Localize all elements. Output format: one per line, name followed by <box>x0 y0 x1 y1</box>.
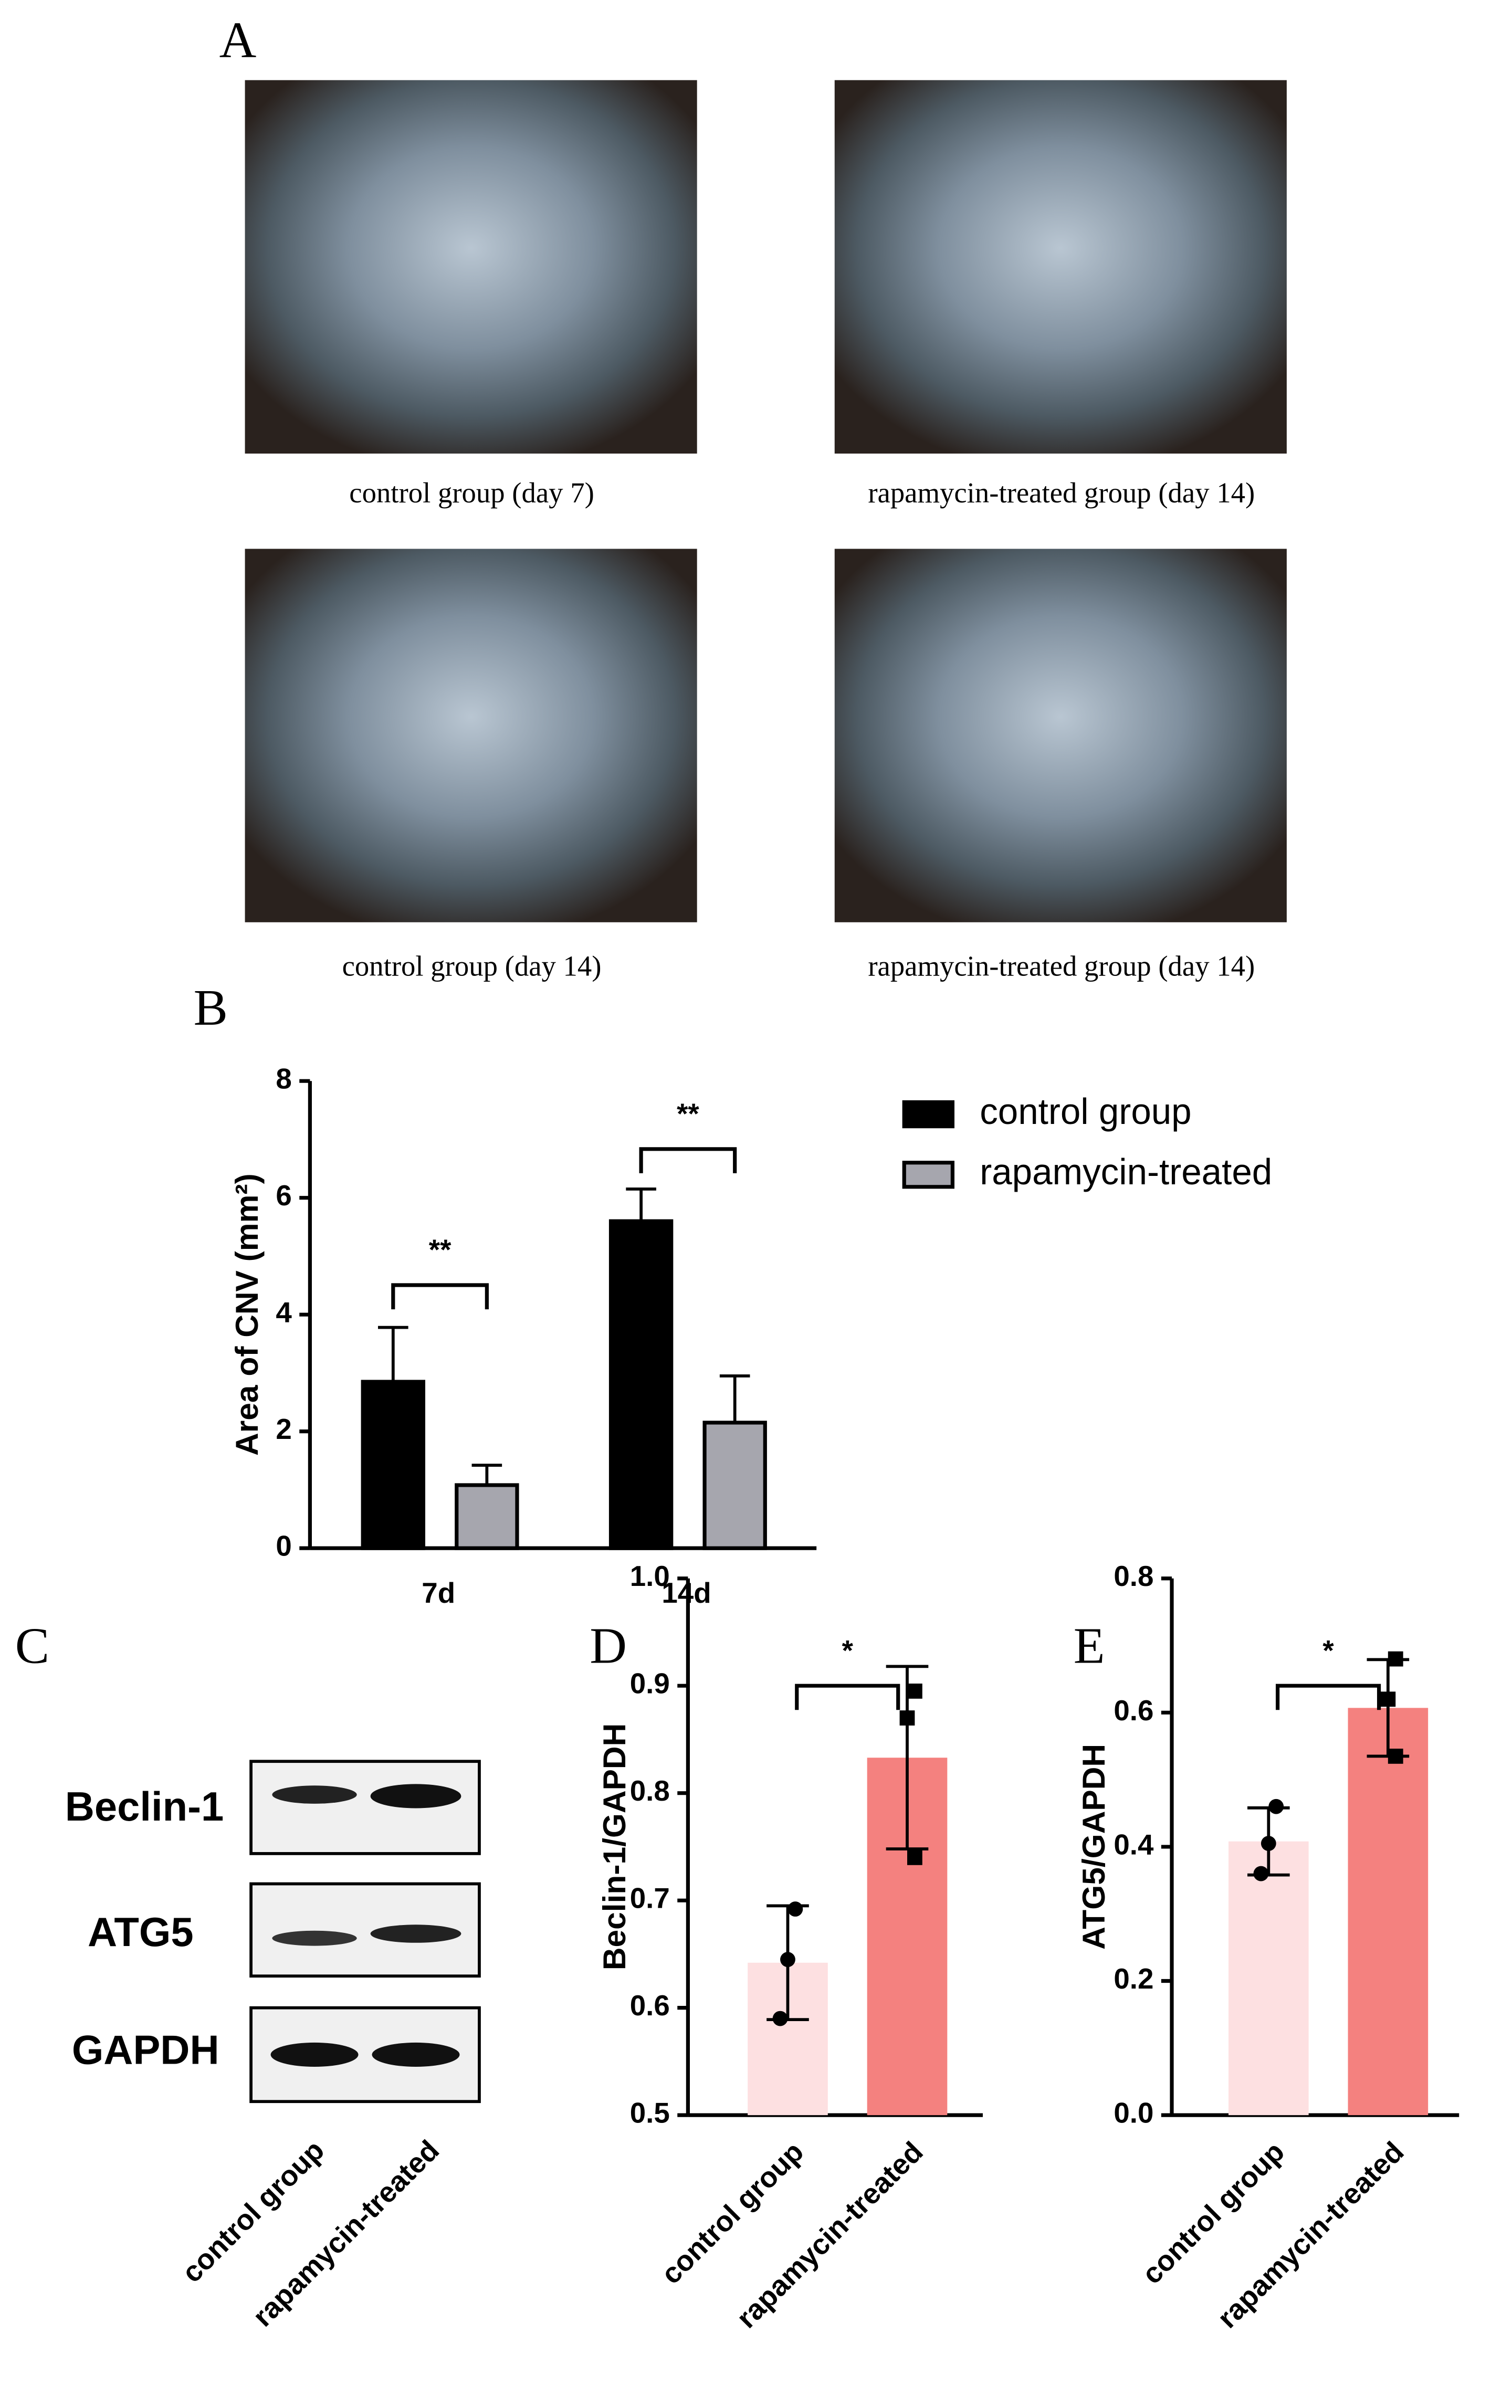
band <box>372 2042 460 2067</box>
y-tick-label: 0.9 <box>630 1667 670 1700</box>
y-tick-label: 0.8 <box>1114 1560 1153 1592</box>
significance-label: ** <box>677 1097 699 1130</box>
y-axis-label: Area of CNV (mm²) <box>229 1173 265 1456</box>
band <box>270 2042 359 2067</box>
y-tick-label: 0 <box>276 1530 291 1562</box>
legend-label: rapamycin-treated <box>980 1151 1272 1192</box>
y-tick-label: 8 <box>276 1063 291 1095</box>
data-point <box>1388 1651 1403 1667</box>
photo <box>245 80 697 454</box>
y-tick-label: 0.7 <box>630 1882 670 1915</box>
y-axis-label: ATG5/GAPDH <box>1076 1744 1111 1950</box>
data-point <box>772 2011 788 2026</box>
panel-label: C <box>15 1617 49 1674</box>
data-point <box>1261 1836 1276 1851</box>
y-tick-label: 4 <box>276 1296 292 1329</box>
y-tick-label: 0.4 <box>1114 1828 1154 1860</box>
data-point <box>899 1710 915 1726</box>
y-tick-label: 0.8 <box>630 1774 670 1807</box>
legend-swatch <box>902 1100 954 1129</box>
band <box>370 1784 461 1808</box>
legend-label: control group <box>980 1091 1191 1132</box>
bar <box>702 1421 767 1550</box>
blot-box <box>249 1760 481 1855</box>
caption: control group (day 7) <box>349 477 594 509</box>
y-tick-label: 0.6 <box>1114 1694 1153 1727</box>
data-point <box>907 1849 922 1865</box>
panel-label: D <box>590 1617 627 1674</box>
significance-label: * <box>1322 1634 1334 1666</box>
significance-label: * <box>842 1634 854 1666</box>
protein-label: GAPDH <box>72 2028 219 2073</box>
band <box>272 1785 357 1804</box>
y-tick-label: 0.0 <box>1114 2097 1153 2129</box>
y-tick-label: 0.2 <box>1114 1962 1153 1995</box>
panel-label: E <box>1074 1617 1105 1674</box>
significance-bracket <box>795 1684 900 1710</box>
protein-label: ATG5 <box>88 1910 194 1955</box>
caption: rapamycin-treated group (day 14) <box>868 950 1255 982</box>
y-tick-label: 0.6 <box>630 1989 670 2022</box>
photo <box>834 549 1287 922</box>
photo <box>245 549 697 922</box>
bar <box>361 1380 425 1550</box>
y-axis-label: Beclin-1/GAPDH <box>596 1723 632 1970</box>
panel-label: B <box>194 980 228 1036</box>
data-point <box>780 1952 795 1968</box>
significance-label: ** <box>429 1233 452 1266</box>
data-point <box>1380 1691 1396 1707</box>
significance-bracket <box>1276 1684 1381 1710</box>
data-point <box>1388 1749 1403 1764</box>
photo <box>834 80 1287 454</box>
caption: control group (day 14) <box>342 950 602 982</box>
y-tick-label: 1.0 <box>630 1560 670 1592</box>
photos <box>245 80 1287 922</box>
protein-label: Beclin-1 <box>65 1784 224 1829</box>
legend-swatch <box>902 1161 954 1189</box>
data-point <box>788 1901 803 1917</box>
x-tick-label: 7d <box>422 1576 455 1609</box>
panel-label: A <box>219 12 257 69</box>
y-tick-label: 0.5 <box>630 2097 670 2129</box>
bar <box>1228 1841 1309 2116</box>
data-point <box>907 1684 922 1699</box>
bar <box>608 1219 674 1550</box>
y-tick-label: 6 <box>276 1179 291 1212</box>
significance-bracket <box>391 1283 489 1310</box>
band <box>370 1925 461 1943</box>
band <box>272 1930 357 1946</box>
bar <box>1348 1708 1429 2116</box>
y-tick-label: 2 <box>276 1413 291 1445</box>
caption: rapamycin-treated group (day 14) <box>868 477 1255 509</box>
lane-label: rapamycin-treated <box>246 2133 445 2332</box>
western-blot <box>249 1760 481 2104</box>
bar <box>455 1483 519 1550</box>
data-point <box>1253 1866 1269 1881</box>
data-point <box>1268 1799 1284 1814</box>
significance-bracket <box>639 1147 737 1173</box>
